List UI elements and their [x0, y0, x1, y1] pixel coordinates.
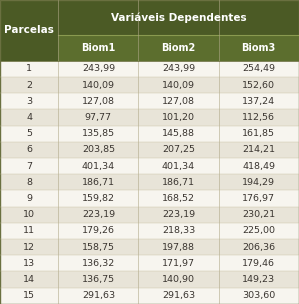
Text: 97,77: 97,77 — [85, 113, 112, 122]
Bar — [0, 61, 299, 77]
Text: 127,08: 127,08 — [162, 97, 195, 106]
Text: 218,33: 218,33 — [162, 226, 195, 235]
Bar — [0, 239, 299, 255]
Text: Variáveis Dependentes: Variáveis Dependentes — [111, 12, 246, 23]
Text: 140,90: 140,90 — [162, 275, 195, 284]
Text: 203,85: 203,85 — [82, 145, 115, 154]
Text: 171,97: 171,97 — [162, 259, 195, 268]
Text: 101,20: 101,20 — [162, 113, 195, 122]
Text: 158,75: 158,75 — [82, 243, 115, 252]
Text: 243,99: 243,99 — [82, 64, 115, 73]
Bar — [0, 142, 299, 158]
Bar — [0, 0, 299, 35]
Bar — [0, 126, 299, 142]
Text: 418,49: 418,49 — [242, 162, 275, 171]
Text: 401,34: 401,34 — [82, 162, 115, 171]
Bar — [0, 271, 299, 288]
Text: Parcelas: Parcelas — [4, 26, 54, 35]
Text: 2: 2 — [26, 81, 32, 90]
Text: 7: 7 — [26, 162, 32, 171]
Text: 3: 3 — [26, 97, 32, 106]
Text: 6: 6 — [26, 145, 32, 154]
Text: 214,21: 214,21 — [242, 145, 275, 154]
Text: 135,85: 135,85 — [82, 129, 115, 138]
Text: 186,71: 186,71 — [162, 178, 195, 187]
Text: 168,52: 168,52 — [162, 194, 195, 203]
Text: 179,46: 179,46 — [242, 259, 275, 268]
Text: 145,88: 145,88 — [162, 129, 195, 138]
Text: 8: 8 — [26, 178, 32, 187]
Text: 11: 11 — [23, 226, 35, 235]
Text: 136,75: 136,75 — [82, 275, 115, 284]
Text: 149,23: 149,23 — [242, 275, 275, 284]
Text: 4: 4 — [26, 113, 32, 122]
Text: 223,19: 223,19 — [82, 210, 115, 219]
Bar — [58, 35, 299, 61]
Text: 12: 12 — [23, 243, 35, 252]
Text: 401,34: 401,34 — [162, 162, 195, 171]
Text: 197,88: 197,88 — [162, 243, 195, 252]
Text: 206,36: 206,36 — [242, 243, 275, 252]
Text: 194,29: 194,29 — [242, 178, 275, 187]
Text: 230,21: 230,21 — [242, 210, 275, 219]
Text: 176,97: 176,97 — [242, 194, 275, 203]
Bar — [0, 93, 299, 109]
Text: 15: 15 — [23, 291, 35, 300]
Bar — [0, 174, 299, 190]
Text: 140,09: 140,09 — [82, 81, 115, 90]
Bar — [0, 288, 299, 304]
Text: 13: 13 — [23, 259, 35, 268]
Bar — [0, 223, 299, 239]
Bar — [0, 77, 299, 93]
Text: 291,63: 291,63 — [162, 291, 195, 300]
Text: Biom3: Biom3 — [242, 43, 276, 53]
Bar — [0, 207, 299, 223]
Bar — [0, 35, 58, 61]
Text: 291,63: 291,63 — [82, 291, 115, 300]
Text: 223,19: 223,19 — [162, 210, 195, 219]
Text: 225,00: 225,00 — [242, 226, 275, 235]
Bar — [0, 255, 299, 271]
Bar — [0, 190, 299, 207]
Text: 159,82: 159,82 — [82, 194, 115, 203]
Text: 186,71: 186,71 — [82, 178, 115, 187]
Bar — [0, 109, 299, 126]
Text: 140,09: 140,09 — [162, 81, 195, 90]
Text: 179,26: 179,26 — [82, 226, 115, 235]
Text: 243,99: 243,99 — [162, 64, 195, 73]
Text: Biom1: Biom1 — [81, 43, 115, 53]
Text: 254,49: 254,49 — [242, 64, 275, 73]
Text: 127,08: 127,08 — [82, 97, 115, 106]
Text: 5: 5 — [26, 129, 32, 138]
Text: 137,24: 137,24 — [242, 97, 275, 106]
Text: 1: 1 — [26, 64, 32, 73]
Text: 207,25: 207,25 — [162, 145, 195, 154]
Text: 112,56: 112,56 — [242, 113, 275, 122]
Text: 9: 9 — [26, 194, 32, 203]
Bar — [0, 158, 299, 174]
Text: 136,32: 136,32 — [82, 259, 115, 268]
Text: 10: 10 — [23, 210, 35, 219]
Text: 161,85: 161,85 — [242, 129, 275, 138]
Text: 14: 14 — [23, 275, 35, 284]
Text: Biom2: Biom2 — [161, 43, 196, 53]
Text: 303,60: 303,60 — [242, 291, 275, 300]
Text: 152,60: 152,60 — [242, 81, 275, 90]
